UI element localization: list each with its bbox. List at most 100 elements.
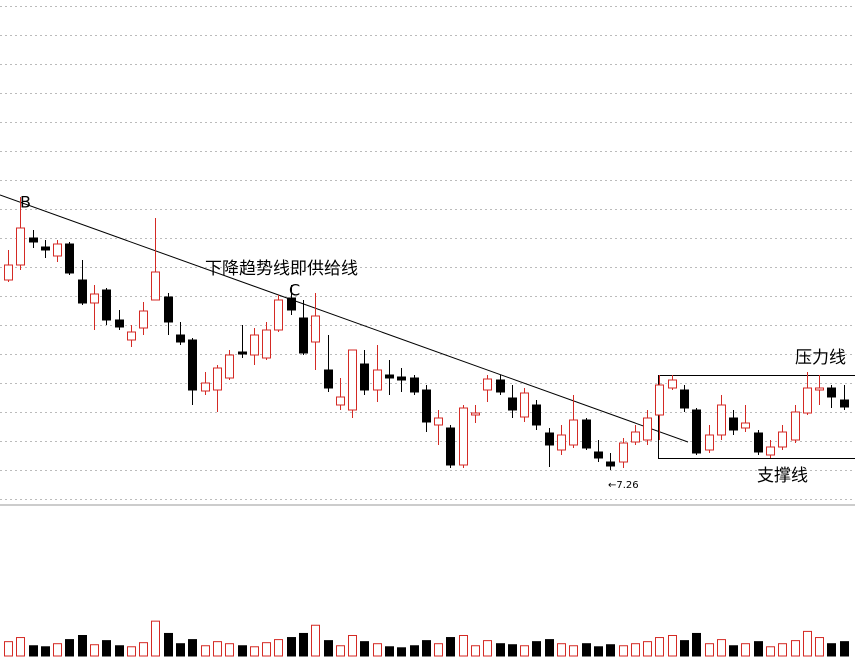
volume-bar [655, 637, 664, 657]
volume-bar [606, 644, 615, 657]
volume-bar [336, 645, 345, 657]
candle-body [434, 417, 443, 426]
candle-body [655, 384, 664, 416]
volume-bar [78, 635, 87, 657]
candle-body [262, 329, 271, 359]
volume-bar [594, 646, 603, 657]
candle-body [532, 404, 541, 426]
volume-bar [668, 635, 677, 657]
volume-bar [631, 643, 640, 657]
volume-bar [717, 639, 726, 657]
volume-bar [53, 643, 62, 657]
candle-body [348, 349, 357, 411]
candle-body [606, 461, 615, 467]
candle-body [151, 271, 160, 301]
volume-bar [139, 642, 148, 657]
candle-body [360, 363, 369, 391]
volume-bar [557, 643, 566, 657]
volume-bar [508, 644, 517, 657]
volume-bar [520, 645, 529, 657]
volume-bar [274, 639, 283, 657]
volume-bar [840, 641, 849, 657]
candle-body [803, 387, 812, 414]
volume-bar [397, 647, 406, 657]
candle-body [754, 432, 763, 453]
volume-bar [741, 643, 750, 657]
volume-bar [410, 645, 419, 657]
candle-body [250, 334, 259, 356]
candle-body [299, 317, 308, 354]
volume-bar [446, 637, 455, 657]
volume-bar [287, 637, 296, 657]
candle-body [385, 374, 394, 379]
volume-bar [803, 630, 812, 657]
volume-bar [422, 640, 431, 657]
candle-body [115, 319, 124, 328]
volume-bar [41, 646, 50, 657]
volume-bar [815, 637, 824, 657]
candle-body [496, 379, 505, 393]
volume-bar [385, 646, 394, 657]
candle-body [287, 297, 296, 311]
volume-bar [324, 640, 333, 657]
candle-body [483, 378, 492, 391]
volume-bar [250, 646, 259, 657]
candle-body [41, 246, 50, 251]
candle-body [238, 351, 247, 355]
volume-bar [545, 639, 554, 657]
volume-bar [791, 640, 800, 657]
volume-bar [311, 624, 320, 657]
volume-bar [434, 643, 443, 657]
candle-body [78, 279, 87, 304]
candle-body [680, 389, 689, 409]
candle-body [741, 422, 750, 429]
candle-body [176, 334, 185, 343]
candle-body [815, 387, 824, 391]
candle-body [213, 367, 222, 391]
volume-bar [201, 645, 210, 657]
marks [4, 197, 849, 657]
volume-bar [582, 643, 591, 657]
candle-body [102, 289, 111, 321]
volume-bar [680, 640, 689, 657]
volume-bar [238, 645, 247, 657]
volume-bar [692, 632, 701, 657]
candle-body [729, 417, 738, 431]
candle-body [29, 237, 38, 243]
candle-body [446, 427, 455, 466]
volume-bar [766, 646, 775, 657]
candle-body [692, 409, 701, 454]
volume-bar [188, 639, 197, 657]
candle-body [324, 369, 333, 389]
candle-body [557, 434, 566, 451]
volume-bar [643, 641, 652, 657]
candle-body [619, 442, 628, 463]
volume-bar [827, 643, 836, 657]
candle-body [65, 243, 74, 274]
candle-body [164, 296, 173, 323]
annotation: C [289, 281, 300, 300]
volume-bar [151, 620, 160, 657]
candle-body [766, 446, 775, 456]
volume-bar [29, 645, 38, 657]
candle-body [508, 397, 517, 411]
volume-bar [164, 632, 173, 657]
candle-body [582, 419, 591, 449]
volume-bar [65, 639, 74, 657]
volume-bar [4, 641, 13, 657]
candle-body [827, 387, 836, 398]
volume-bar [705, 643, 714, 657]
candle-body [225, 354, 234, 379]
candle-body [410, 377, 419, 393]
volume-bar [532, 641, 541, 657]
candle-body [631, 431, 640, 443]
candle-body [705, 434, 714, 451]
annotation: 支撑线 [757, 466, 808, 486]
annotation: B [20, 193, 31, 212]
volume-bar [348, 635, 357, 657]
candle-body [139, 310, 148, 329]
candle-body [545, 432, 554, 446]
candle-body [127, 331, 136, 341]
volume-bar [127, 646, 136, 657]
volume-bar [102, 640, 111, 657]
